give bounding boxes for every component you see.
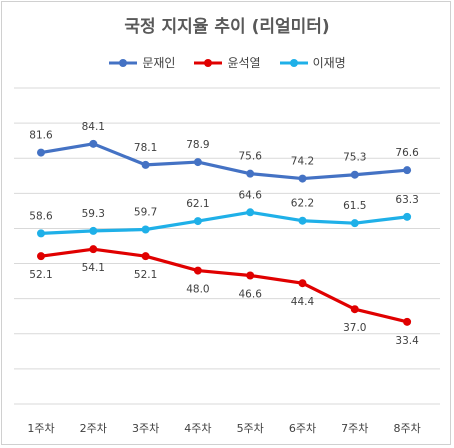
legend-swatch-2	[279, 58, 308, 67]
data-point	[193, 158, 202, 167]
data-label: 52.1	[134, 269, 157, 281]
legend-label-0: 문재인	[142, 56, 176, 70]
data-point	[298, 279, 307, 288]
data-point	[37, 148, 45, 157]
data-label: 63.3	[395, 194, 418, 206]
data-label: 52.1	[29, 269, 52, 281]
x-tick-label: 5주차	[237, 422, 264, 435]
data-point	[193, 217, 202, 226]
data-point	[403, 212, 412, 221]
legend-item-series-1: 윤석열	[193, 54, 261, 71]
legend-item-series-0: 문재인	[108, 54, 175, 71]
data-label: 58.6	[29, 210, 53, 222]
data-label: 61.5	[343, 200, 366, 212]
data-point	[37, 252, 45, 261]
data-label: 44.4	[291, 296, 315, 308]
data-label: 48.0	[186, 284, 209, 296]
data-point	[246, 169, 255, 178]
data-point	[141, 225, 150, 234]
data-point	[141, 160, 150, 169]
data-label: 37.0	[343, 322, 366, 334]
legend-label-1: 윤석열	[227, 56, 261, 70]
data-point	[89, 245, 98, 254]
data-point	[246, 208, 255, 217]
x-tick-label: 6주차	[289, 422, 316, 435]
data-label: 64.6	[239, 189, 263, 201]
data-point	[298, 174, 307, 183]
data-point	[350, 170, 359, 179]
data-label: 84.1	[82, 121, 105, 133]
data-label: 54.1	[82, 262, 105, 274]
data-point	[89, 226, 98, 235]
x-tick-label: 1주차	[27, 422, 54, 435]
data-point	[37, 229, 45, 238]
legend-item-series-2: 이재명	[279, 54, 346, 71]
data-point	[193, 266, 202, 275]
series-line-1	[39, 247, 409, 324]
x-tick-label: 3주차	[132, 422, 159, 435]
chart-title: 국정 지지율 추이 (리얼미터)	[124, 17, 330, 37]
x-tick-label: 2주차	[80, 422, 107, 435]
data-label: 33.4	[395, 335, 419, 347]
data-label: 74.2	[291, 156, 314, 168]
chart-legend: 문재인 윤석열 이재명	[0, 54, 454, 71]
legend-swatch-1	[194, 58, 223, 67]
data-point	[350, 305, 359, 314]
series-line-2	[39, 210, 409, 235]
data-label: 75.3	[343, 152, 366, 164]
series-line-0	[39, 142, 409, 181]
data-label: 46.6	[239, 288, 263, 300]
x-tick-label: 4주차	[184, 422, 211, 435]
data-label: 59.7	[134, 206, 157, 218]
legend-swatch-0	[109, 58, 138, 67]
data-point	[350, 219, 359, 228]
data-label: 78.9	[186, 139, 209, 151]
data-point	[246, 271, 255, 280]
x-tick-label: 7주차	[341, 422, 368, 435]
data-label: 75.6	[239, 151, 263, 163]
data-point	[403, 317, 412, 326]
data-point	[89, 139, 98, 148]
x-tick-label: 8주차	[393, 422, 420, 435]
data-point	[298, 216, 307, 225]
data-point	[141, 252, 150, 261]
data-label: 62.2	[291, 198, 314, 210]
data-label: 62.1	[186, 198, 209, 210]
legend-label-2: 이재명	[312, 56, 346, 70]
data-label: 76.6	[395, 147, 419, 159]
data-label: 78.1	[134, 142, 157, 154]
data-label: 59.3	[82, 208, 105, 220]
data-label: 81.6	[29, 130, 53, 142]
data-point	[403, 166, 412, 175]
